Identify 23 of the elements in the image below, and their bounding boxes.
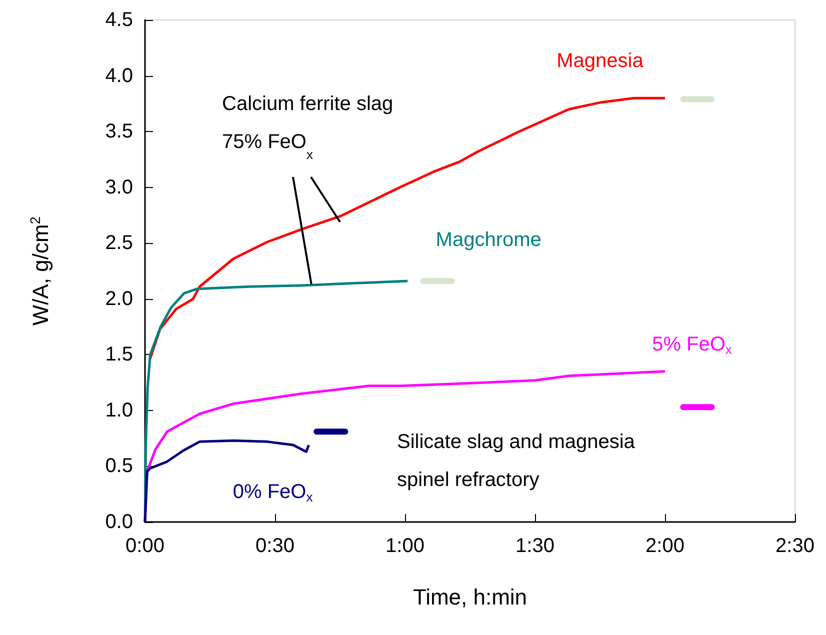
y-tick-label: 1.5 (105, 344, 133, 366)
x-tick-label: 0:30 (256, 535, 294, 557)
text: Magchrome (436, 229, 542, 252)
y-tick-label: 3.0 (105, 176, 133, 198)
x-axis-title: Time, h:min (412, 584, 528, 610)
y-tick-label: 4.0 (105, 64, 133, 87)
y-tick-label: 2.5 (105, 232, 133, 254)
y-axis-title: W/A, g/cm2 (27, 216, 53, 326)
y-tick-label: 0.5 (105, 455, 133, 478)
y-tick-label: 2.0 (105, 288, 133, 310)
series-label: Magnesia (556, 50, 644, 72)
x-tick-label: 1:00 (386, 535, 424, 557)
annotation: Silicate slag and magnesia spinel refractory (397, 431, 636, 491)
line-series (144, 439, 310, 524)
x-tick-label: 0:00 (126, 535, 164, 557)
y-tick-label: 0.0 (105, 511, 133, 533)
y-tick-label: 4.5 (105, 9, 133, 31)
x-tick-label: 2:00 (646, 535, 684, 557)
annotation: Calcium ferrite slag (222, 93, 394, 115)
y-tick-label: 1.0 (105, 399, 133, 422)
y-tick-label: 3.5 (105, 120, 133, 143)
x-tick-label: 2:30 (776, 535, 814, 557)
x-tick-label: 1:30 (516, 535, 554, 557)
